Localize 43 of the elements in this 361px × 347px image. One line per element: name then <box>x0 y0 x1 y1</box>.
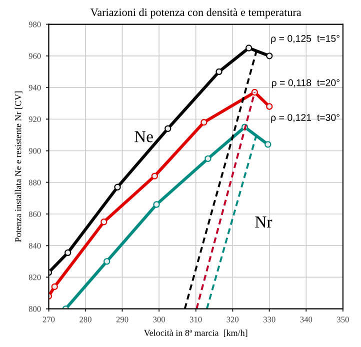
point <box>104 258 110 265</box>
series-label: ρ = 0,125 t=15° <box>271 35 340 44</box>
y-tick-label: 960 <box>28 53 41 59</box>
y-tick-label: 980 <box>28 22 41 28</box>
point <box>100 218 108 226</box>
x-tick-label: 320 <box>226 316 239 322</box>
point <box>204 155 212 162</box>
x-tick-label: 280 <box>80 316 92 322</box>
x-tick-label: 330 <box>264 316 276 322</box>
y-tick-label: 940 <box>28 84 41 90</box>
y-tick-label: 900 <box>28 148 41 154</box>
series-label: ρ = 0,121 t=30° <box>271 114 340 123</box>
point <box>266 103 273 110</box>
x-tick-label: 310 <box>190 316 202 322</box>
annotation: Ne <box>134 131 153 142</box>
series-label: ρ = 0,118 t=20° <box>272 79 340 88</box>
point <box>114 184 121 190</box>
x-tick-label: 350 <box>337 316 349 322</box>
point <box>64 249 72 256</box>
annotation: Nr <box>255 216 272 228</box>
x-tick-label: 340 <box>300 316 312 322</box>
point <box>51 283 58 290</box>
x-tick-label: 300 <box>153 316 165 322</box>
y-axis-title: Potenza installata Ne e resistente Nr [CV] <box>14 92 22 242</box>
y-tick-label: 860 <box>28 211 41 217</box>
point <box>200 118 208 126</box>
x-axis-title: Velocità in 8ª marcia [km/h] <box>144 330 248 338</box>
chart-title: Variazioni di potenza con densità e temperatura <box>90 8 302 18</box>
y-tick-label: 800 <box>28 306 41 312</box>
point <box>251 88 258 96</box>
x-tick-label: 290 <box>116 316 128 322</box>
y-tick-label: 880 <box>28 180 41 186</box>
y-tick-label: 840 <box>28 242 41 249</box>
point <box>264 141 272 148</box>
point <box>266 52 273 60</box>
point <box>216 68 222 76</box>
y-tick-label: 920 <box>28 116 41 122</box>
x-tick-label: 270 <box>42 316 55 322</box>
y-tick-label: 820 <box>28 274 41 280</box>
point <box>153 201 160 208</box>
point <box>164 125 172 132</box>
point <box>151 172 158 180</box>
point <box>245 44 252 52</box>
